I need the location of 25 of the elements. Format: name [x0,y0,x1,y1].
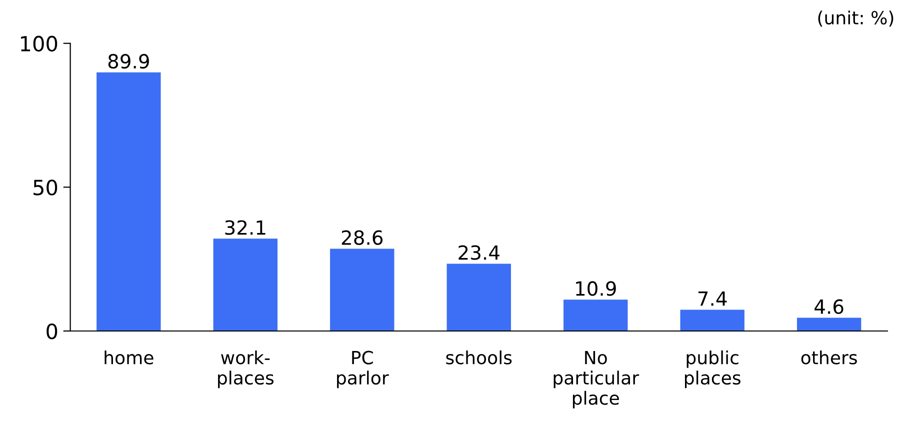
bar [680,310,744,331]
x-tick-label: work- places [218,350,274,388]
y-tick-label: 100 [21,36,58,52]
bar [564,300,628,331]
bar [446,264,511,331]
data-label: 4.6 [814,299,844,314]
x-tick-label: others [801,350,857,364]
x-tick-label: schools [446,350,512,364]
x-tick-label: PC parlor [337,350,389,388]
data-label: 10.9 [576,281,616,296]
data-label: 23.4 [458,245,500,260]
x-tick-label: public places [684,350,740,388]
y-tick-label: 50 [34,180,58,196]
bar [96,72,161,331]
bar [213,238,278,331]
x-tick-label: home [104,350,154,364]
x-tick-label: No particular place [554,351,640,408]
data-label: 32.1 [225,220,266,235]
y-tick-label: 0 [46,323,58,340]
bar [330,248,394,331]
text: (unit: %) [818,10,894,27]
data-label: 7.4 [698,291,727,306]
data-label: 28.6 [342,230,383,245]
data-label: 89.9 [108,54,149,69]
bar [796,318,862,331]
